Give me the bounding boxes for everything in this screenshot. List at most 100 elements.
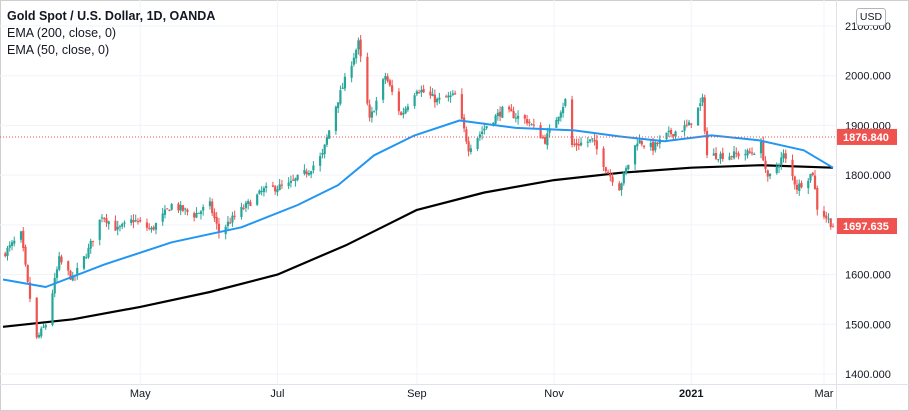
candle-body [476, 138, 479, 149]
y-tick-label[interactable]: 1400.000 [845, 369, 891, 381]
candle-body [618, 183, 621, 191]
x-tick-label[interactable]: May [130, 388, 151, 400]
candle-body [177, 203, 180, 211]
candle-body [622, 172, 625, 184]
candle-body [375, 100, 378, 111]
candle-body [265, 185, 268, 188]
candle-body [289, 180, 293, 183]
candle-body [19, 231, 23, 240]
candle-body [433, 94, 436, 103]
candle-body [624, 168, 628, 174]
candle-body [388, 80, 391, 86]
candle-body [586, 141, 589, 143]
ema50-legend[interactable]: EMA (50, close, 0) [7, 43, 110, 57]
candle-body [323, 144, 326, 155]
candle-body [705, 131, 709, 156]
symbol-title[interactable]: Gold Spot / U.S. Dollar, 1D, OANDA [7, 9, 216, 23]
x-tick-label[interactable]: Jul [270, 388, 284, 400]
candle-body [26, 265, 29, 282]
candle-body [717, 159, 720, 161]
x-tick-label[interactable]: 2021 [679, 388, 703, 400]
candle-body [465, 129, 468, 142]
candle-body [303, 169, 306, 174]
candle-body [764, 160, 767, 169]
candle-body [564, 99, 567, 106]
candle-body [384, 76, 387, 80]
candle-body [386, 76, 389, 82]
candle-body [588, 139, 592, 142]
candle-body [139, 219, 142, 222]
candle-body [391, 85, 394, 92]
candle-body [750, 152, 754, 154]
candle-body [483, 128, 486, 131]
candle-body [161, 213, 164, 222]
y-tick-label[interactable]: 1600.000 [845, 270, 891, 282]
candle-body [242, 207, 245, 209]
candle-body [530, 124, 533, 126]
candle-body [402, 112, 405, 115]
candle-body [208, 201, 212, 207]
time-axis[interactable]: May Jul Sep Nov 2021 Mar [130, 388, 834, 400]
candle-body [339, 90, 342, 104]
currency-button[interactable]: USD [856, 8, 886, 26]
candle-body [163, 209, 167, 215]
candle-body [334, 106, 337, 131]
candle-body [382, 79, 385, 100]
candle-body [58, 256, 61, 270]
candle-body [485, 126, 488, 129]
candle-body [681, 130, 684, 132]
candle-body [809, 174, 812, 181]
candle-body [429, 91, 432, 96]
candle-body [651, 141, 655, 151]
x-tick-label[interactable]: Mar [815, 388, 834, 400]
candle-body [609, 173, 612, 177]
candle-body [121, 223, 124, 227]
y-tick-label[interactable]: 1500.000 [845, 319, 891, 331]
candle-body [197, 212, 200, 214]
candle-body [831, 226, 835, 228]
candle-body [337, 102, 340, 109]
candle-body [271, 185, 275, 187]
ema200-legend[interactable]: EMA (200, close, 0) [7, 26, 117, 40]
candle-body [793, 176, 796, 185]
candle-body [649, 142, 652, 147]
candle-body [307, 173, 311, 175]
candle-body [746, 150, 749, 156]
candle-body [69, 270, 72, 280]
candle-body [42, 326, 45, 328]
candle-body [559, 112, 562, 118]
candle-body [696, 107, 700, 126]
y-tick-label[interactable]: 1800.000 [845, 170, 891, 182]
candle-body [71, 275, 74, 281]
candle-body [150, 227, 153, 230]
candle-body [683, 125, 686, 131]
candle-body [800, 182, 803, 188]
candle-body [310, 171, 313, 175]
candle-body [798, 183, 801, 192]
y-tick-label[interactable]: 2000.000 [845, 71, 891, 83]
candle-body [213, 212, 216, 219]
reference-price-tag-bg [837, 128, 897, 145]
candle-body [447, 95, 450, 98]
x-tick-label[interactable]: Nov [544, 388, 564, 400]
candle-body [152, 227, 155, 230]
candle-body [595, 140, 598, 150]
candle-body [240, 206, 243, 218]
candle-body [199, 211, 203, 214]
candle-body [105, 218, 108, 223]
candle-body [499, 111, 502, 117]
candle-body [55, 269, 59, 278]
candle-body [249, 202, 252, 206]
candle-body [642, 145, 646, 147]
candle-body [638, 139, 641, 144]
candle-body [816, 187, 819, 210]
candle-body [510, 108, 513, 112]
candle-body [233, 215, 236, 217]
candle-body [296, 174, 299, 180]
x-tick-label[interactable]: Sep [407, 388, 427, 400]
candle-body [577, 143, 580, 146]
candle-body [791, 159, 794, 177]
candle-body [368, 104, 371, 118]
